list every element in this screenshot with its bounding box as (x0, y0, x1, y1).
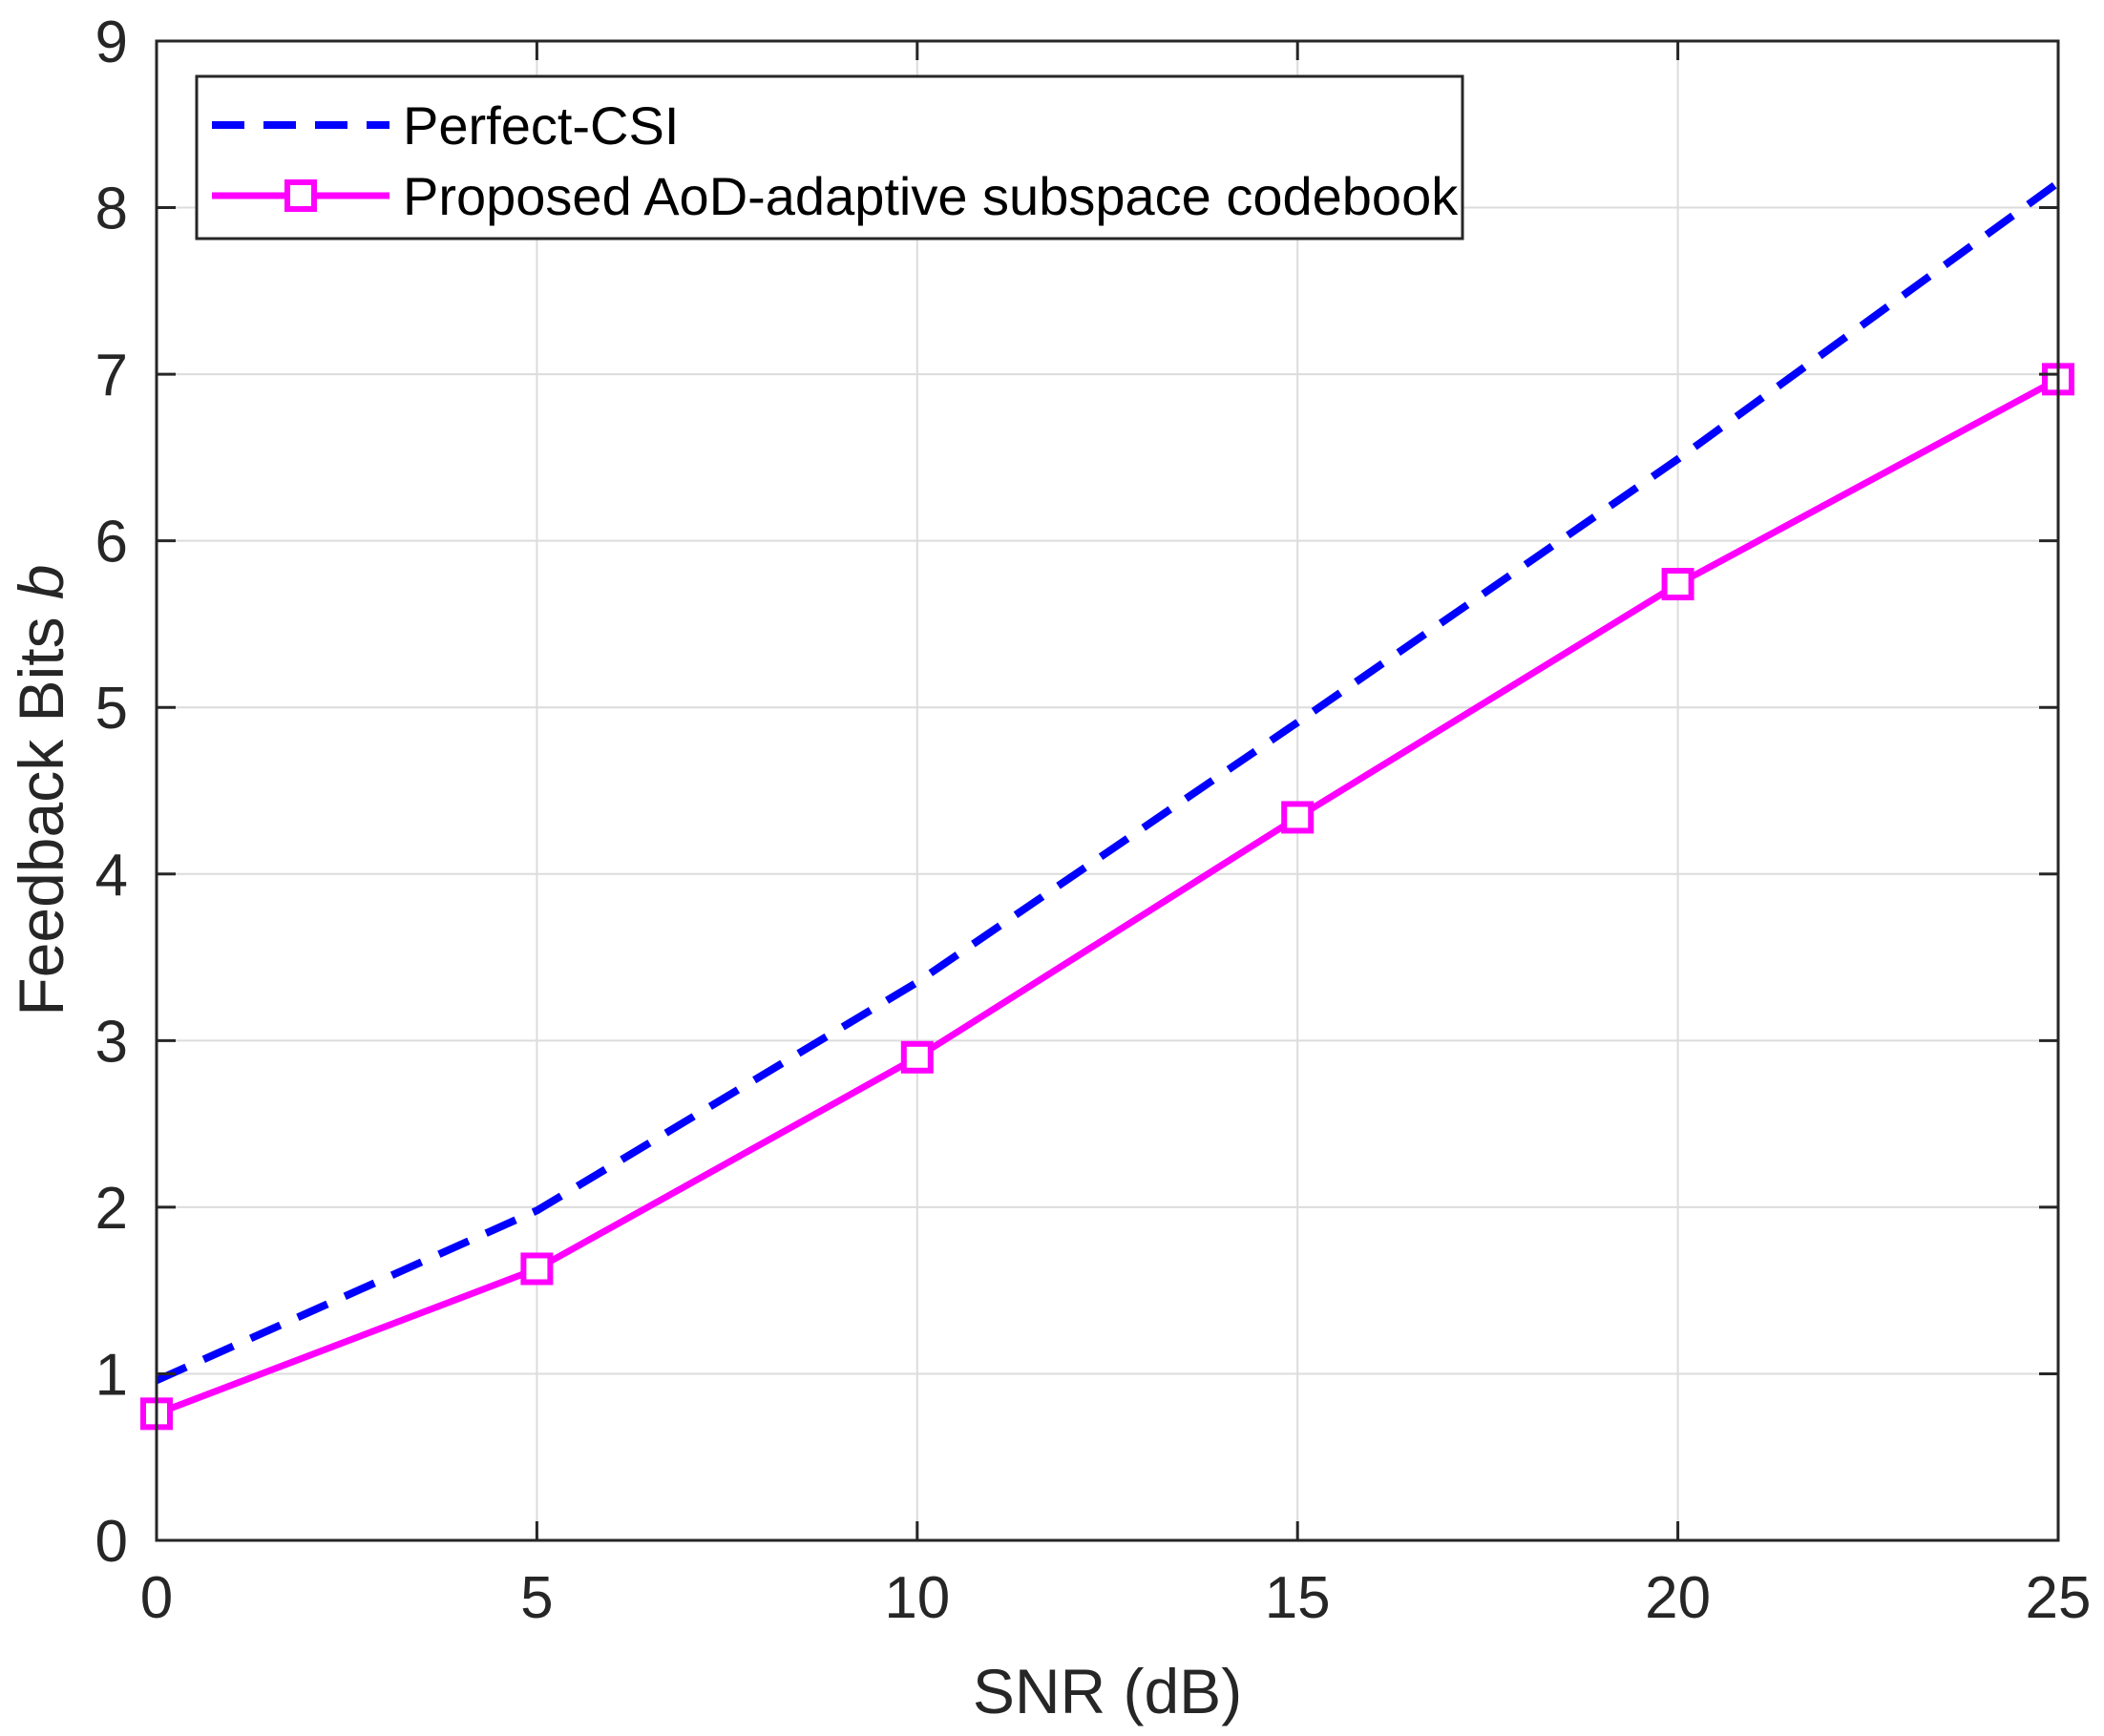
ticks (155, 39, 2060, 1542)
x-axis-label: SNR (dB) (973, 1656, 1242, 1726)
y-tick-label: 5 (95, 676, 128, 742)
legend: Perfect-CSI Proposed AoD-adaptive subspa… (195, 74, 1464, 241)
axes-box (155, 39, 2060, 1542)
data-point-proposed-aod-adaptive-subspace-codebook (900, 1040, 934, 1074)
y-tick-label: 7 (95, 343, 128, 408)
y-tick-label: 1 (95, 1342, 128, 1408)
y-axis-label: Feedback Bits b (6, 564, 76, 1015)
x-tick-label: 20 (1645, 1565, 1711, 1631)
x-tick-label: 10 (884, 1565, 950, 1631)
series-line-perfect-csi (155, 179, 2061, 1385)
series-layer (140, 179, 2074, 1431)
legend-label-perfect-csi: Perfect-CSI (403, 95, 679, 156)
tick-labels: 0 5 10 15 20 25 0 1 2 3 4 5 6 7 8 9 (95, 10, 2092, 1631)
y-tick-label: 9 (95, 10, 128, 75)
grid (157, 41, 2058, 1540)
legend-box (195, 74, 1464, 241)
legend-label-proposed: Proposed AoD-adaptive subspace codebook (403, 166, 1459, 226)
data-point-proposed-aod-adaptive-subspace-codebook (1661, 568, 1694, 601)
legend-marker-proposed (284, 179, 317, 212)
plot-area (157, 41, 2058, 1540)
x-tick-label: 0 (140, 1565, 173, 1631)
y-axis-label-variable: b (6, 564, 76, 599)
x-tick-label: 25 (2026, 1565, 2092, 1631)
y-tick-label: 0 (95, 1509, 128, 1575)
y-tick-label: 6 (95, 510, 128, 575)
x-tick-label: 15 (1265, 1565, 1331, 1631)
y-tick-label: 8 (95, 177, 128, 242)
y-axis-label-main: Feedback Bits (6, 599, 76, 1016)
data-point-proposed-aod-adaptive-subspace-codebook (1281, 801, 1315, 834)
y-tick-label: 2 (95, 1176, 128, 1242)
x-tick-label: 5 (520, 1565, 553, 1631)
y-tick-label: 4 (95, 843, 128, 909)
series-line-proposed-aod-adaptive-subspace-codebook (155, 376, 2060, 1417)
data-point-proposed-aod-adaptive-subspace-codebook (520, 1252, 554, 1286)
y-tick-label: 3 (95, 1009, 128, 1075)
